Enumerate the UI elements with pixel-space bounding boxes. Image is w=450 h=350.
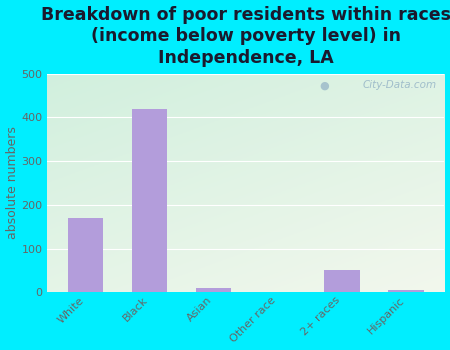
Bar <box>68 218 104 292</box>
Text: City-Data.com: City-Data.com <box>362 80 436 90</box>
Bar <box>196 288 231 292</box>
Bar <box>324 271 360 292</box>
Bar <box>132 108 167 292</box>
Bar <box>388 290 423 292</box>
Text: ●: ● <box>320 80 329 90</box>
Title: Breakdown of poor residents within races
(income below poverty level) in
Indepen: Breakdown of poor residents within races… <box>41 6 450 66</box>
Y-axis label: absolute numbers: absolute numbers <box>5 127 18 239</box>
